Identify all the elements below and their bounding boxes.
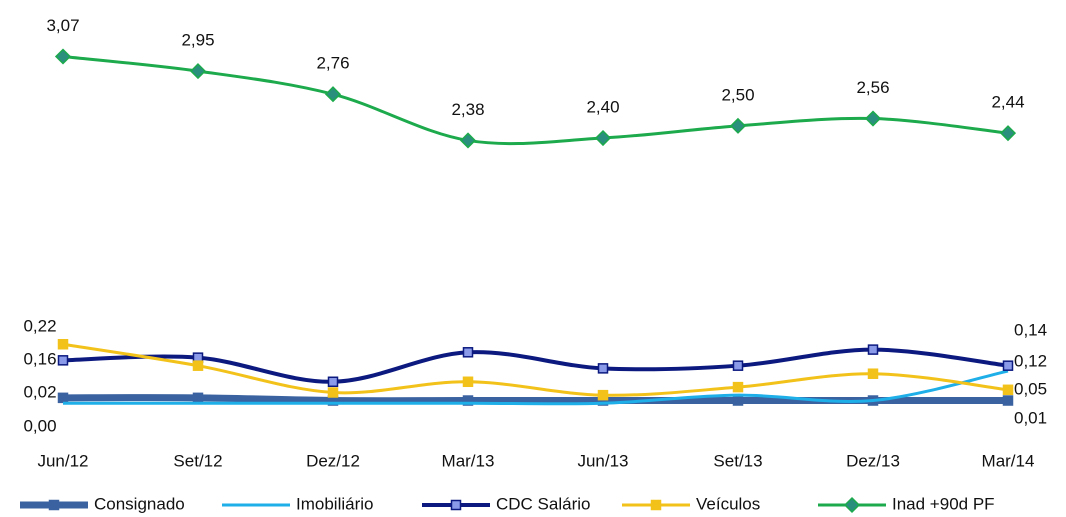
legend-label: Consignado bbox=[94, 494, 185, 513]
marker bbox=[594, 129, 612, 147]
data-label: 2,38 bbox=[451, 100, 484, 119]
data-label: 0,16 bbox=[23, 349, 56, 368]
marker bbox=[54, 48, 72, 65]
marker bbox=[867, 344, 879, 355]
legend-marker bbox=[450, 499, 462, 511]
marker bbox=[192, 360, 204, 371]
data-label: 0,00 bbox=[23, 416, 56, 435]
series-line bbox=[62, 347, 1009, 384]
marker bbox=[999, 125, 1017, 142]
legend-label: CDC Salário bbox=[496, 494, 590, 513]
marker bbox=[864, 110, 882, 127]
marker bbox=[327, 387, 339, 398]
series-line bbox=[62, 342, 1009, 397]
data-label: 0,02 bbox=[23, 382, 56, 401]
marker bbox=[867, 368, 879, 379]
marker bbox=[462, 376, 474, 388]
data-label: 3,07 bbox=[46, 16, 79, 35]
marker bbox=[1002, 395, 1014, 406]
series-line bbox=[62, 55, 1009, 146]
x-tick-label: Dez/13 bbox=[846, 451, 900, 470]
marker bbox=[57, 392, 69, 404]
data-label: 2,95 bbox=[181, 31, 214, 50]
marker bbox=[1002, 360, 1014, 371]
legend-label: Veículos bbox=[696, 494, 760, 513]
data-label: 2,50 bbox=[721, 85, 754, 104]
data-label: 0,22 bbox=[23, 316, 56, 335]
data-label: 2,44 bbox=[991, 93, 1024, 112]
marker bbox=[459, 132, 477, 149]
marker bbox=[462, 347, 474, 358]
marker bbox=[192, 392, 204, 404]
x-tick-label: Mar/14 bbox=[982, 451, 1035, 470]
x-tick-label: Set/12 bbox=[173, 451, 222, 470]
data-label: 2,76 bbox=[316, 54, 349, 73]
marker bbox=[1002, 384, 1014, 396]
marker bbox=[327, 376, 339, 388]
marker bbox=[732, 360, 744, 371]
x-tick-label: Jun/13 bbox=[577, 451, 628, 470]
marker bbox=[57, 355, 69, 366]
marker bbox=[57, 338, 69, 350]
marker bbox=[324, 86, 342, 103]
legend-label: Imobiliário bbox=[296, 494, 373, 513]
legend-marker bbox=[48, 499, 60, 511]
data-label: 0,05 bbox=[1014, 379, 1047, 398]
marker bbox=[732, 381, 744, 393]
marker bbox=[729, 117, 747, 134]
x-tick-label: Mar/13 bbox=[442, 451, 495, 470]
marker bbox=[462, 395, 474, 406]
data-label: 2,56 bbox=[856, 78, 889, 97]
data-label: 2,40 bbox=[586, 97, 619, 116]
legend-marker bbox=[843, 496, 861, 514]
marker bbox=[597, 389, 609, 401]
legend-label: Inad +90d PF bbox=[892, 494, 995, 513]
x-tick-label: Set/13 bbox=[713, 451, 762, 470]
x-tick-label: Jun/12 bbox=[37, 451, 88, 470]
data-label: 0,01 bbox=[1014, 408, 1047, 427]
data-label: 0,12 bbox=[1014, 351, 1047, 370]
legend-marker bbox=[650, 499, 662, 511]
marker bbox=[189, 63, 207, 80]
series-line bbox=[63, 369, 1009, 406]
data-label: 0,14 bbox=[1014, 320, 1047, 339]
x-tick-label: Dez/12 bbox=[306, 451, 360, 470]
marker bbox=[732, 395, 744, 406]
marker bbox=[597, 363, 609, 374]
